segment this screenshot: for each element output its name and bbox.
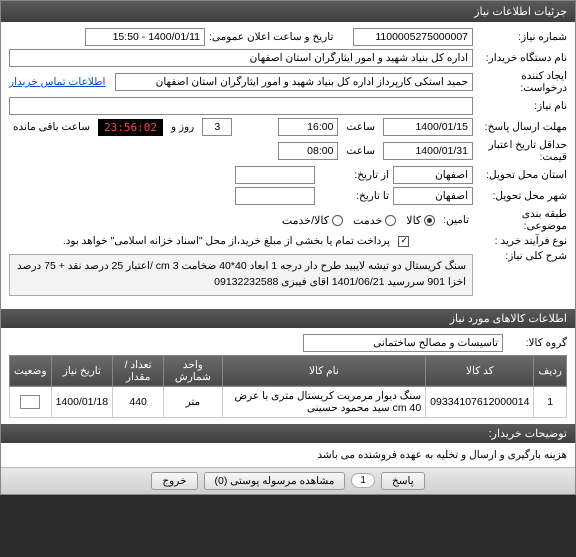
validity-date-field[interactable] [383, 142, 473, 160]
label-grouping: طبقه بندی موضوعی: [477, 208, 567, 232]
announce-field[interactable] [85, 28, 205, 46]
label-remain: ساعت باقی مانده [13, 121, 90, 133]
radio-kala[interactable] [424, 215, 435, 226]
table-row[interactable]: 1 09334107612000014 سنگ دیوار مرمریت کری… [10, 386, 567, 417]
countdown-timer: 23:56:02 [98, 119, 163, 136]
label-saat1: ساعت [346, 121, 375, 133]
label-from-date: از تاریخ: [319, 169, 389, 181]
th-date: تاریخ نیاز [51, 355, 113, 386]
th-idx: ردیف [534, 355, 567, 386]
validity-time-field[interactable] [278, 142, 338, 160]
cell-name: سنگ دیوار مرمریت کریستال متری با عرض cm … [222, 386, 426, 417]
payment-note: پرداخت تمام یا بخشی از مبلغ خرید،از محل … [13, 235, 390, 247]
from-date-field[interactable] [235, 166, 315, 184]
cell-status [10, 386, 52, 417]
label-deliver-city: شهر محل تحویل: [477, 190, 567, 202]
postal-button[interactable]: مشاهده مرسوله پوستی (0) [204, 472, 346, 490]
deadline-time-field[interactable] [278, 118, 338, 136]
deliver-place-field[interactable] [393, 166, 473, 184]
need-no-field[interactable] [353, 28, 473, 46]
window-titlebar: جزئیات اطلاعات نیاز [1, 1, 575, 22]
items-section-header: اطلاعات کالاهای مورد نیاز [1, 309, 575, 328]
label-validity: حداقل تاریخ اعتبار قیمت: [477, 139, 567, 163]
group-field[interactable] [303, 334, 503, 352]
items-table: ردیف کد کالا نام کالا واحد شمارش تعداد /… [9, 355, 567, 418]
label-group: گروه کالا: [507, 337, 567, 349]
label-tamin: تامین: [443, 214, 469, 226]
footer-nav: پاسخ 1 مشاهده مرسوله پوستی (0) خروج [1, 467, 575, 494]
buyer-notes-header: توضیحات خریدار: [1, 424, 575, 443]
to-date-field[interactable] [235, 187, 315, 205]
cell-code: 09334107612000014 [426, 386, 534, 417]
shipping-note: هزینه بارگیری و ارسال و تخلیه به عهده فر… [1, 443, 575, 467]
status-indicator [20, 395, 40, 409]
label-need-title: نام نیاز: [477, 100, 567, 112]
deliver-city-field[interactable] [393, 187, 473, 205]
cell-unit: متر [164, 386, 222, 417]
cell-date: 1400/01/18 [51, 386, 113, 417]
days-field[interactable] [202, 118, 232, 136]
cell-idx: 1 [534, 386, 567, 417]
description-box: سنگ کریستال دو تیشه لایبید طرح دار درجه … [9, 254, 473, 296]
label-creator: ایجاد کننده درخواست: [477, 70, 567, 94]
exit-button[interactable]: خروج [151, 472, 197, 490]
radio-khadmat[interactable] [385, 215, 396, 226]
label-to-date: تا تاریخ: [319, 190, 389, 202]
creator-field[interactable] [115, 73, 473, 91]
label-rooz: روز و [171, 121, 194, 133]
label-saat2: ساعت [346, 145, 375, 157]
need-title-field[interactable] [9, 97, 473, 115]
label-deadline: مهلت ارسال پاسخ: [477, 121, 567, 133]
label-need-no: شماره نیاز: [477, 31, 567, 43]
radio-kala-khadmat-label: کالا/خدمت [282, 214, 329, 227]
radio-kala-label: کالا [406, 214, 421, 227]
label-announce: تاریخ و ساعت اعلان عمومی: [209, 31, 349, 43]
th-name: نام کالا [222, 355, 426, 386]
tamin-radio-group: کالا خدمت کالا/خدمت [282, 214, 435, 227]
org-field[interactable] [9, 49, 473, 67]
th-code: کد کالا [426, 355, 534, 386]
cell-qty: 440 [113, 386, 164, 417]
th-unit: واحد شمارش [164, 355, 222, 386]
label-org: نام دستگاه خریدار: [477, 52, 567, 64]
payment-checkbox[interactable] [398, 236, 409, 247]
next-button[interactable]: پاسخ [381, 472, 425, 490]
page-indicator: 1 [351, 473, 375, 488]
label-deliver-place: استان محل تحویل: [477, 169, 567, 181]
buyer-info-link[interactable]: اطلاعات تماس خریدار [9, 76, 105, 88]
radio-kala-khadmat[interactable] [332, 215, 343, 226]
label-proc-type: نوع فرآیند خرید : [477, 235, 567, 247]
th-status: وضعیت [10, 355, 52, 386]
th-qty: تعداد / مقدار [113, 355, 164, 386]
label-desc: شرح کلی نیاز: [477, 250, 567, 262]
radio-khadmat-label: خدمت [353, 214, 382, 227]
deadline-date-field[interactable] [383, 118, 473, 136]
